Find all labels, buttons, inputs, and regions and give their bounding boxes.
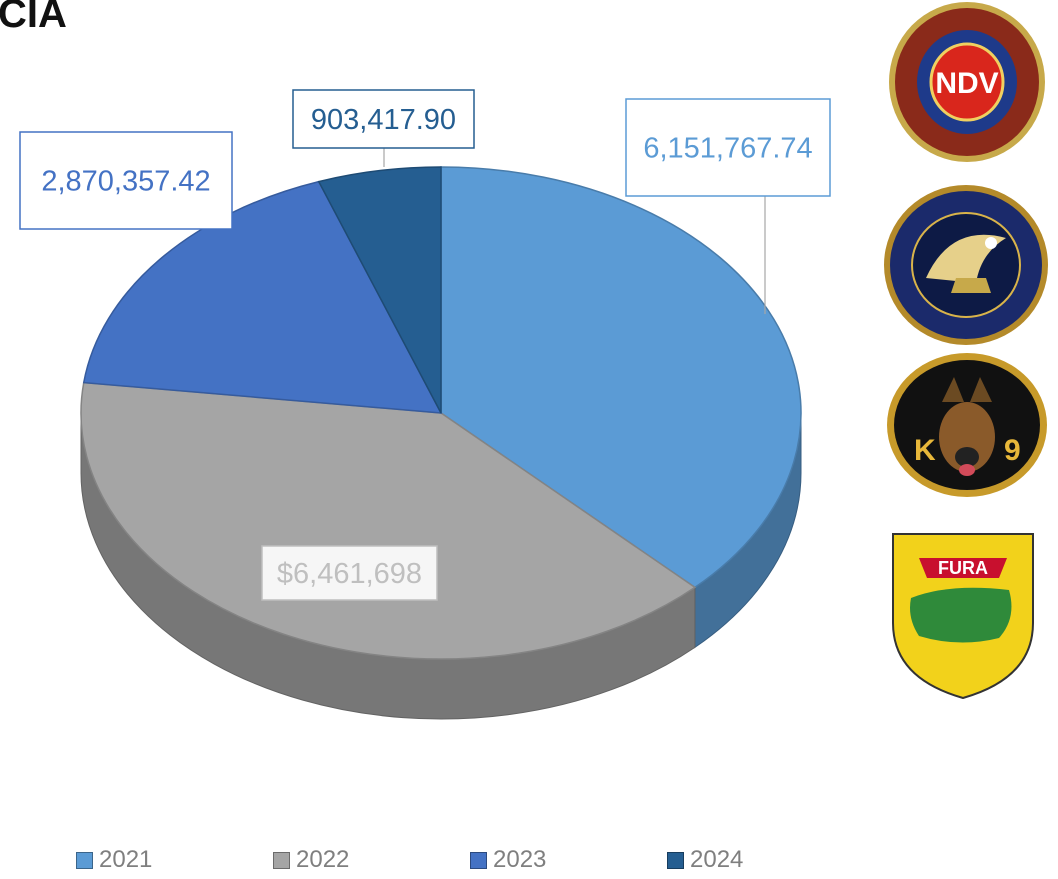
legend-label: 2023 [493,846,547,873]
legend-label: 2021 [99,846,153,873]
legend-label: 2022 [296,846,350,873]
legend-swatch [273,851,290,869]
pie-data-label-2024: 903,417.90 [292,89,475,149]
svg-text:2,870,357.42: 2,870,357.42 [41,166,210,198]
legend-item-2023: 2023 [470,846,667,874]
pie-data-label-2021: 6,151,767.74 [625,98,831,197]
pie-slice-2021 [440,166,802,589]
fura-badge-logo: FURA [892,533,1034,700]
pie-leader-lines [383,148,766,314]
legend-item-2024: 2024 [667,846,864,874]
legend-swatch [667,851,684,869]
svg-text:903,417.90: 903,417.90 [311,104,456,136]
pie-slice-2022 [80,381,697,660]
ndv-badge-logo: NDV [889,2,1045,162]
pie-tops [80,166,802,660]
k9-right-letter: 9 [1004,434,1021,467]
pie-chart: 6,151,767.74 $6,461,698 2,870,357.42 903,41… [19,89,831,720]
k9-left-letter: K [914,434,936,467]
page-title: CIA [0,0,67,36]
pie-data-label-2023: 2,870,357.42 [19,131,233,230]
pie-data-label-2022: $6,461,698 [261,545,438,601]
legend-item-2021: 2021 [76,846,273,874]
k9-badge-logo: K 9 [887,353,1047,497]
pie-slice-2023 [82,180,443,414]
legend-item-2022: 2022 [273,846,470,874]
fura-badge-text: FURA [938,558,988,578]
legend-swatch [470,851,487,869]
pie-data-labels: 6,151,767.74 $6,461,698 2,870,357.42 903,41… [19,89,831,601]
svg-text:6,151,767.74: 6,151,767.74 [643,133,812,165]
ndv-badge-text: NDV [935,67,998,100]
inteligencia-badge-logo [884,185,1048,345]
chart-legend: 2021 2022 2023 2024 [76,846,864,874]
svg-text:$6,461,698: $6,461,698 [277,558,422,590]
pie-slice-2024 [317,166,442,414]
legend-label: 2024 [690,846,744,873]
legend-swatch [76,851,93,869]
